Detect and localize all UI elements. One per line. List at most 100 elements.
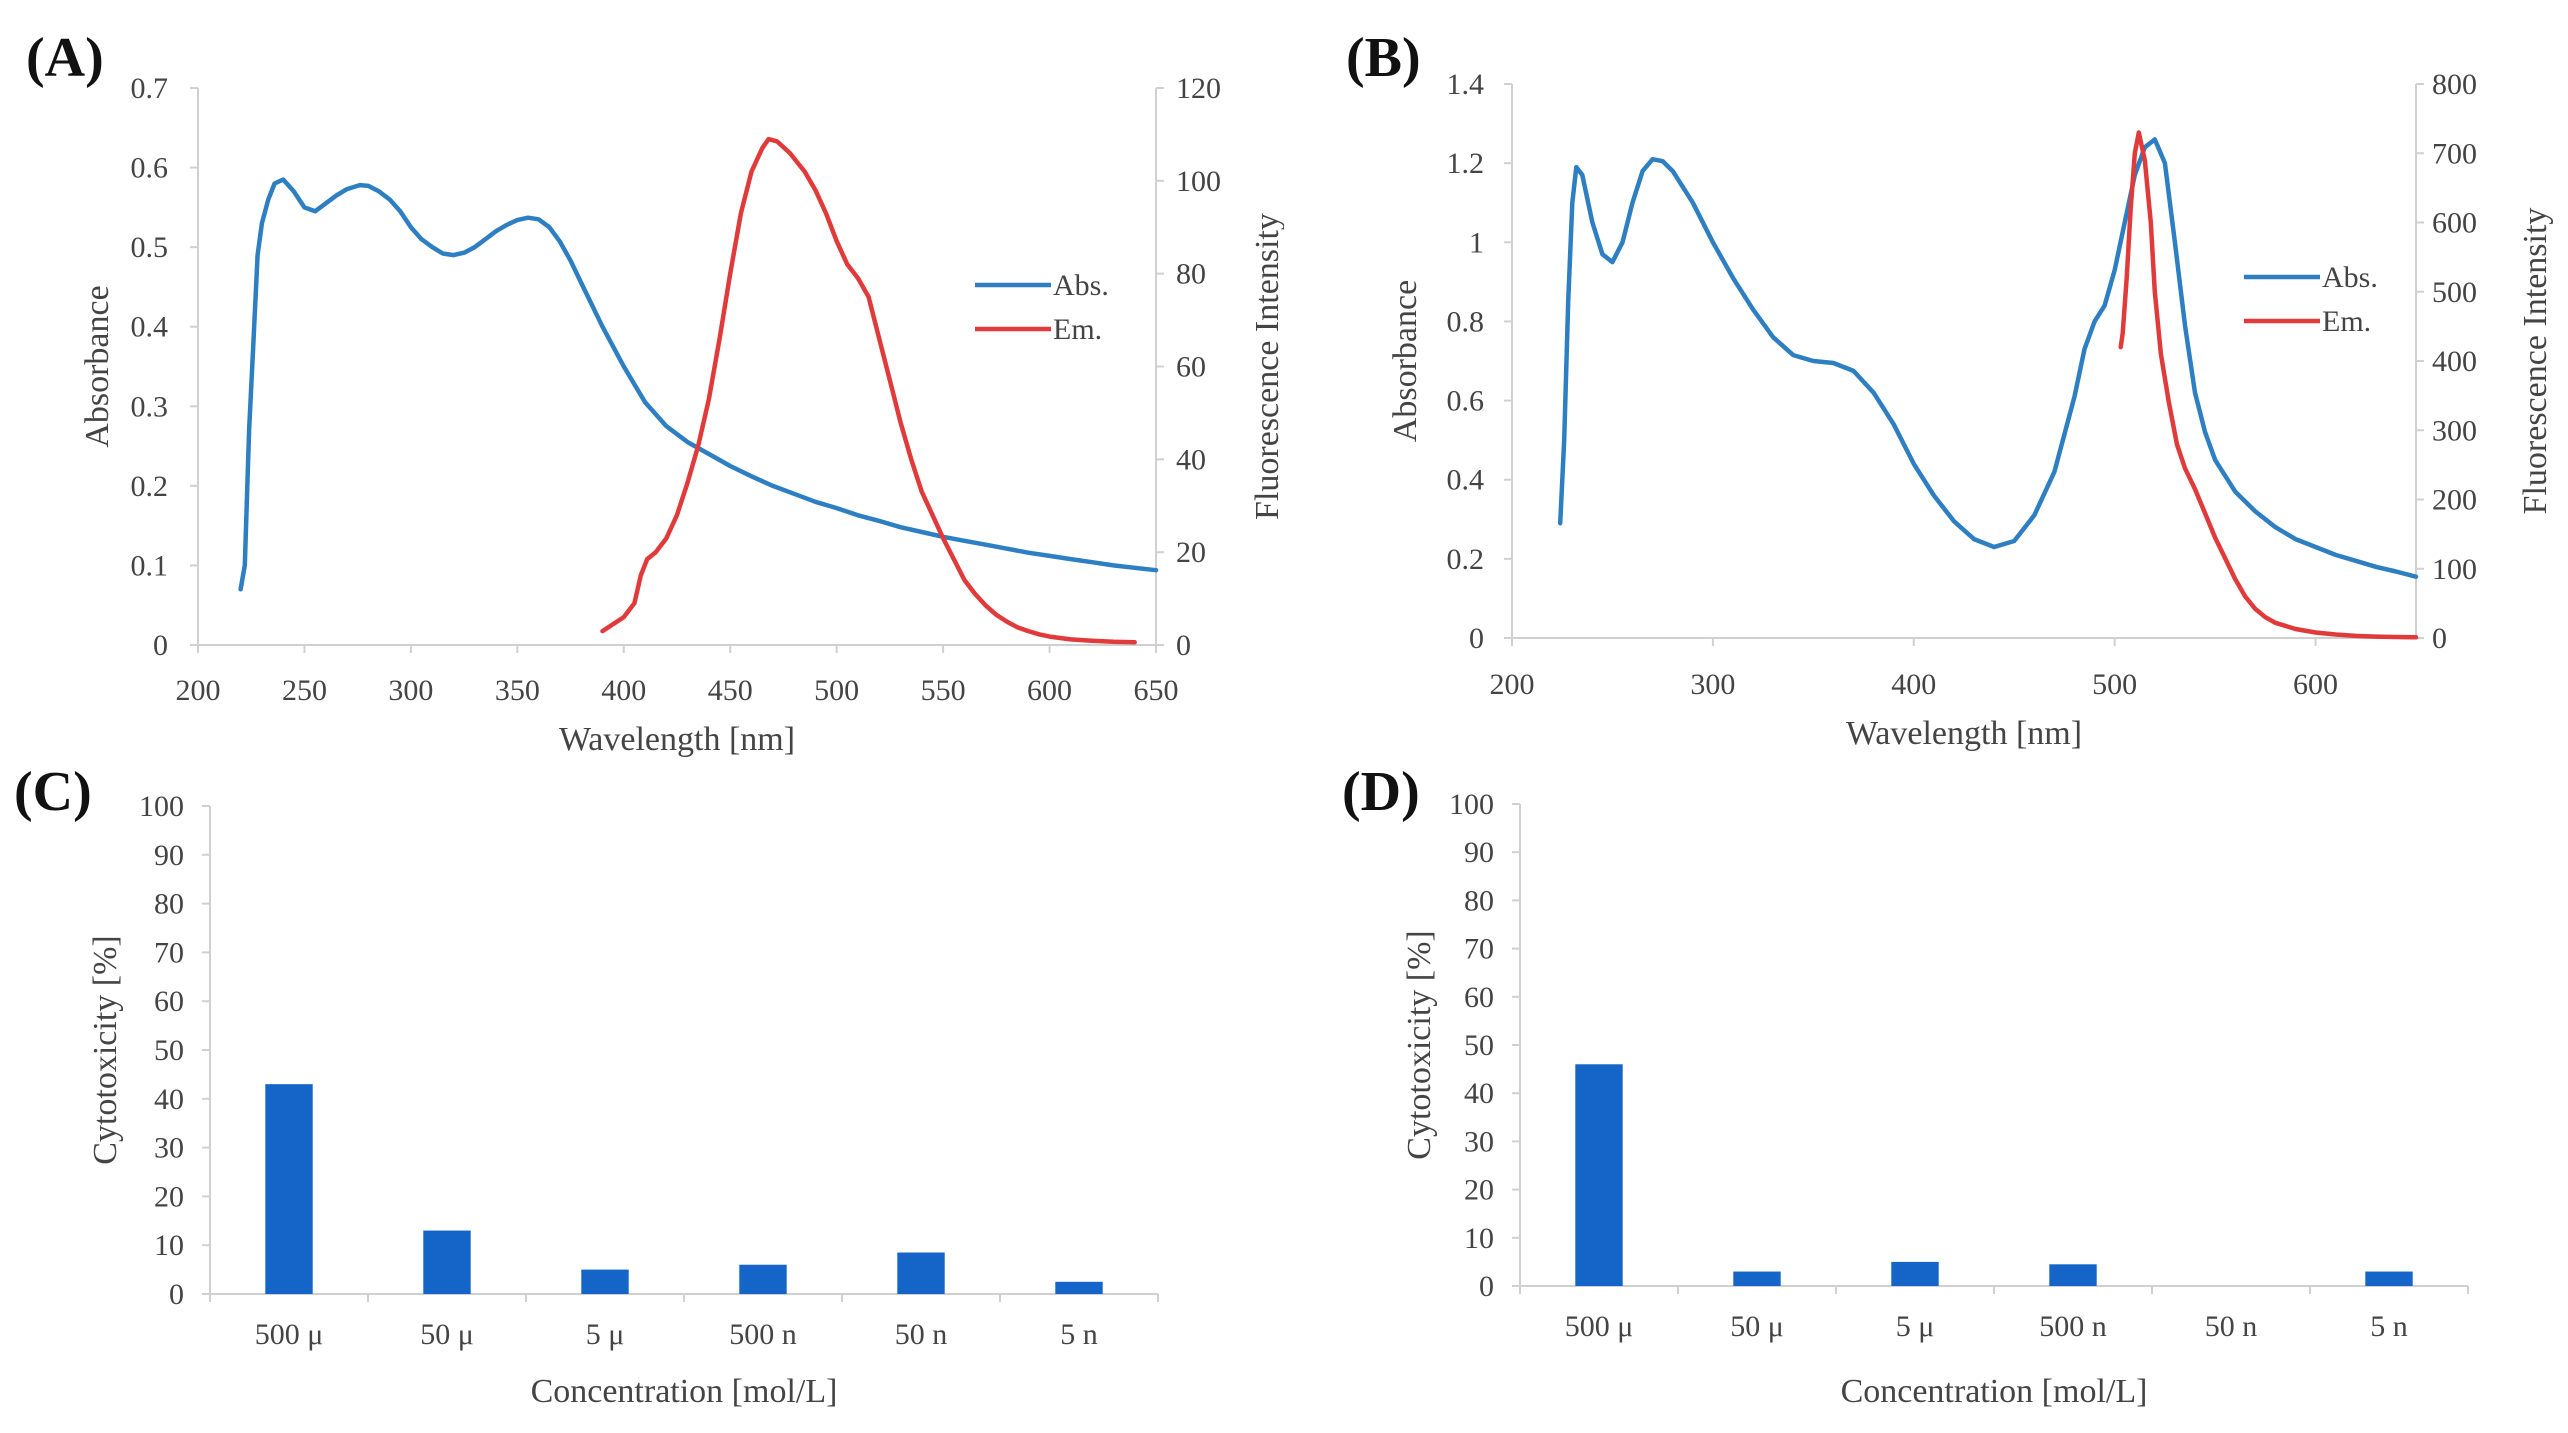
x-tick-label: 600 [2293,668,2338,701]
y-tick-label: 0.1 [131,549,169,582]
x-tick-label: 5 μ [1896,1310,1935,1343]
y-tick-label: 30 [154,1132,184,1165]
chart-panel-d: (D) 0 10 20 30 40 50 60 70 80 90 100 500 μ 50 μ 5 μ 50… [1284,760,2568,1433]
x-tick-label: 500 n [2039,1310,2107,1343]
y-tick-label: 100 [139,790,184,823]
x-tick-label: 600 [1027,674,1072,707]
y-tick-label: 10 [154,1229,184,1262]
y-tick-label: 20 [1464,1174,1494,1207]
x-tick-label: 300 [388,674,433,707]
y2-tick-label: 40 [1176,443,1206,476]
y-tick-label: 50 [154,1034,184,1067]
x-tick-label: 250 [282,674,327,707]
x-tick-label: 200 [176,674,221,707]
series-line-abs [1557,137,2419,579]
x-tick-label: 300 [1690,668,1735,701]
y2-tick-label: 500 [2432,276,2477,309]
y2-tick-label: 400 [2432,345,2477,378]
y-tick-label: 0.4 [1447,464,1485,497]
panel-label-b: (B) [1346,27,1421,89]
y-tick-label: 0.6 [131,152,169,185]
x-axis-title: Wavelength [nm] [559,721,795,758]
y-tick-label: 100 [1449,788,1494,821]
chart-d-svg: 0 10 20 30 40 50 60 70 80 90 100 500 μ 50 μ 5 μ 500 n 5… [1401,788,2469,1410]
y-tick-label: 1.4 [1447,68,1485,101]
bar [423,1230,471,1294]
x-tick-label: 400 [601,674,646,707]
y-tick-label: 20 [154,1180,184,1213]
y2-tick-label: 200 [2432,484,2477,517]
chart-panel-c: (C) 0 10 20 30 40 50 60 70 80 90 100 500 μ 50 μ 5 μ 50… [0,760,1284,1433]
y-axis-title: Cytotoxicity [%] [87,935,124,1164]
y-tick-label: 0.6 [1447,385,1485,418]
series-line-em [2118,130,2419,640]
y2-tick-label: 800 [2432,68,2477,101]
x-tick-label: 50 μ [1730,1310,1784,1343]
y-tick-label: 70 [154,936,184,969]
legend-label: Abs. [1053,269,1109,302]
y-tick-label: 30 [1464,1125,1494,1158]
x-tick-label: 50 n [895,1318,948,1351]
y-axis-title: Absorbance [1387,280,1424,442]
x-tick-label: 50 n [2205,1310,2258,1343]
legend-label: Em. [1053,313,1102,346]
y-axis-title: Absorbance [79,285,116,447]
x-tick-label: 50 μ [420,1318,474,1351]
chart-c-svg: 0 10 20 30 40 50 60 70 80 90 100 500 μ 50 μ 5 μ 500 n 5… [87,790,1159,1410]
series-line-abs [238,177,1159,592]
bar [739,1264,787,1294]
y-tick-label: 40 [1464,1077,1494,1110]
y-tick-label: 0.8 [1447,305,1485,338]
legend-label: Em. [2322,305,2371,338]
x-tick-label: 5 μ [586,1318,625,1351]
y-axis-title: Cytotoxicity [%] [1401,930,1438,1159]
bar [2049,1264,2097,1286]
y-tick-label: 80 [154,888,184,921]
y2-tick-label: 300 [2432,414,2477,447]
bar [1575,1064,1623,1286]
legend-label: Abs. [2322,261,2378,294]
panel-label-c: (C) [14,761,92,823]
chart-a-svg: 200 250 300 350 400 450 500 550 600 65000.10.20.3… [79,72,1284,758]
y2-tick-label: 600 [2432,207,2477,240]
x-tick-label: 500 [814,674,859,707]
bar [581,1269,629,1294]
y-tick-label: 0.2 [1447,543,1485,576]
y2-tick-label: 100 [2432,553,2477,586]
y-tick-label: 90 [1464,836,1494,869]
x-tick-label: 500 n [729,1318,797,1351]
y-tick-label: 50 [1464,1029,1494,1062]
chart-b-svg: 200 300 400 500 600 0 0.2 0.4 0.6 0.8 1 1.2 1.4 0 100 2… [1387,68,2554,752]
x-axis-title: Wavelength [nm] [1846,715,2082,752]
panel-label-a: (A) [26,27,104,89]
y-tick-label: 0.4 [131,311,169,344]
x-axis-title: Concentration [mol/L] [1841,1373,2148,1410]
y-tick-label: 80 [1464,884,1494,917]
y2-tick-label: 700 [2432,137,2477,170]
panel-label-d: (D) [1342,761,1420,823]
x-tick-label: 550 [921,674,966,707]
y2-tick-label: 60 [1176,351,1206,384]
chart-panel-a: (A) 200 250 300 350 400 450 500 550 600 650 0 0.1 0.… [0,0,1284,760]
y-tick-label: 60 [154,985,184,1018]
y2-tick-label: 0 [2432,622,2447,655]
series-line-em [600,136,1137,645]
y-tick-label: 0 [1469,622,1484,655]
bar [897,1252,945,1294]
x-tick-label: 500 μ [255,1318,324,1351]
bar [1891,1261,1939,1286]
x-tick-label: 500 [2092,668,2137,701]
y-tick-label: 0 [153,629,168,662]
x-tick-label: 450 [708,674,753,707]
y-tick-label: 10 [1464,1222,1494,1255]
x-tick-label: 500 μ [1565,1310,1634,1343]
x-tick-label: 200 [1490,668,1535,701]
y-tick-label: 0.3 [131,390,169,423]
y-tick-label: 70 [1464,933,1494,966]
x-tick-label: 400 [1891,668,1936,701]
bar [1055,1281,1103,1294]
bar [1733,1271,1781,1286]
y2-axis-title: Fluorescence Intensity [2517,208,2554,515]
x-tick-label: 5 n [2370,1310,2408,1343]
bar [2365,1271,2413,1286]
